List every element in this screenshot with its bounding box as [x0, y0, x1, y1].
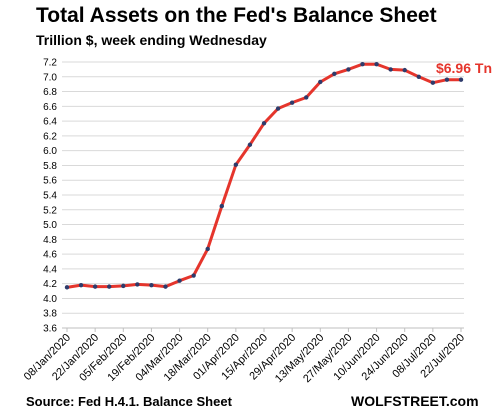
data-point — [92, 284, 98, 289]
y-tick-label: 6.4 — [43, 117, 57, 128]
y-tick-label: 5.6 — [43, 176, 57, 187]
data-point — [149, 282, 154, 288]
data-point — [289, 100, 295, 105]
y-tick-label: 4.4 — [43, 264, 57, 275]
y-tick-label: 3.6 — [43, 324, 57, 335]
y-tick-label: 7.2 — [43, 58, 57, 69]
data-point — [191, 273, 196, 278]
data-point — [163, 284, 168, 289]
y-tick-label: 7.0 — [43, 72, 57, 83]
data-point — [135, 282, 140, 287]
y-tick-label: 6.2 — [43, 131, 57, 142]
data-point — [416, 74, 421, 79]
data-point — [233, 162, 239, 167]
y-tick-label: 6.0 — [43, 146, 57, 157]
chart-subtitle: Trillion $, week ending Wednesday — [36, 32, 267, 48]
data-point — [430, 80, 436, 85]
data-point — [247, 142, 253, 147]
data-point — [332, 71, 337, 77]
y-tick-label: 5.4 — [43, 191, 57, 202]
data-point — [374, 62, 379, 67]
data-point — [107, 284, 112, 289]
data-point — [388, 67, 393, 72]
data-point — [205, 246, 210, 252]
data-point — [346, 67, 351, 72]
data-point — [304, 95, 309, 100]
y-tick-label: 4.6 — [43, 250, 57, 261]
source-note: Source: Fed H.4.1. Balance Sheet — [26, 394, 232, 409]
data-point — [261, 121, 267, 126]
data-point — [121, 283, 126, 289]
data-point — [402, 67, 407, 73]
y-tick-label: 4.0 — [43, 294, 57, 305]
brand-label: WOLFSTREET.com — [351, 393, 479, 409]
data-point — [444, 77, 450, 82]
data-point — [318, 79, 323, 85]
data-point — [360, 62, 365, 67]
data-point — [219, 203, 224, 209]
y-tick-label: 5.2 — [43, 205, 57, 216]
y-tick-label: 6.6 — [43, 102, 57, 113]
y-tick-label: 3.8 — [43, 309, 57, 320]
chart-title: Total Assets on the Fed's Balance Sheet — [36, 4, 437, 27]
last-value-annotation: $6.96 Tn — [436, 60, 492, 76]
y-tick-label: 6.8 — [43, 87, 57, 98]
y-tick-label: 5.8 — [43, 161, 57, 172]
y-tick-label: 5.0 — [43, 220, 57, 231]
data-point — [177, 278, 182, 283]
data-point — [78, 282, 84, 288]
data-point — [458, 77, 464, 82]
data-point — [64, 285, 70, 290]
y-tick-label: 4.2 — [43, 279, 57, 290]
data-point — [275, 106, 281, 111]
y-tick-label: 4.8 — [43, 235, 57, 246]
